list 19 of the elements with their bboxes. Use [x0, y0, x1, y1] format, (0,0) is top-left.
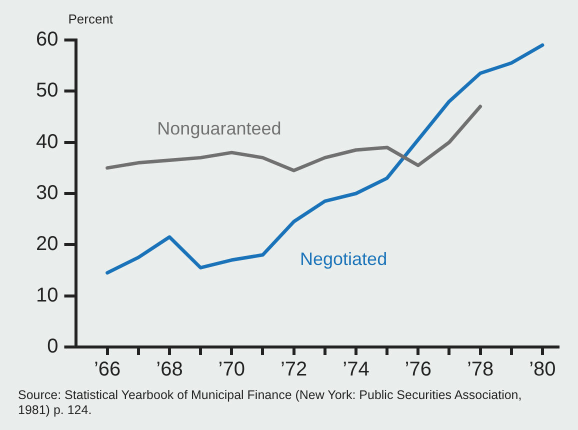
- x-tick-label: ’78: [466, 358, 494, 381]
- y-tick-label: 50: [36, 80, 58, 102]
- x-tick-label: ’68: [156, 358, 183, 381]
- y-tick-label: 10: [36, 284, 58, 306]
- x-tick-label: ’70: [218, 358, 245, 381]
- y-tick-label: 20: [36, 233, 58, 256]
- series-label: Nonguaranteed: [157, 118, 282, 139]
- y-tick-label: 40: [36, 130, 58, 153]
- x-tick-label: ’76: [404, 358, 432, 381]
- y-tick-label: 30: [36, 182, 58, 204]
- x-tick-label: ’66: [94, 358, 121, 381]
- x-tick-label: ’80: [529, 358, 556, 381]
- source-note: Source: Statistical Yearbook of Municipal Finance (New York: Public Securities Association, 1981) p. 124.: [18, 388, 523, 418]
- series-label: Negotiated: [300, 248, 388, 269]
- x-tick-label: ’74: [342, 358, 370, 381]
- y-axis-title: Percent: [68, 12, 114, 27]
- y-tick-label: 60: [36, 28, 58, 51]
- y-tick-label: 0: [47, 336, 58, 358]
- x-tick-label: ’72: [280, 358, 308, 381]
